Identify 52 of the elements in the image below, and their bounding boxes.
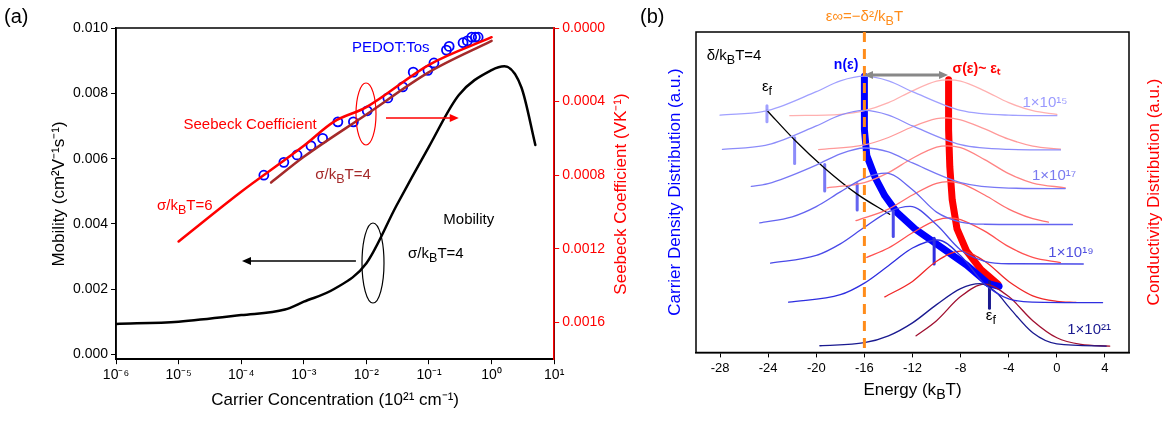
y-tick-label: 0.006 <box>72 149 109 166</box>
annotation: σ/k$_{B}$T=4 <box>408 243 464 265</box>
annotation: σ/k$_{B}$T=4 <box>315 164 371 186</box>
x-tick-label: 10⁻⁴ <box>227 366 255 383</box>
x-tick-label: -4 <box>1002 359 1015 375</box>
x-axis-title: Energy (k$_{B}$T) <box>863 379 962 403</box>
y2-tick-label: 0.0000 <box>562 18 606 35</box>
x-tick-label: 10⁻³ <box>291 366 317 383</box>
text: δ/k$_{B}$T=4 <box>706 46 762 68</box>
y2-tick-label: 0.0008 <box>562 166 606 183</box>
y-tick-label: 0.002 <box>72 280 109 297</box>
series-label: n(ε) <box>833 56 859 73</box>
x-tick-label: 10¹ <box>544 366 565 383</box>
y2-axis-title: Conductivity Distribution (a.u.) <box>1143 78 1163 306</box>
y2-tick-label: 0.0012 <box>562 239 606 256</box>
annotation: 1×10¹⁹ <box>1048 242 1094 259</box>
x-tick-label: -12 <box>903 359 922 375</box>
annotation: PEDOT:Tos <box>351 37 430 55</box>
x-tick-label: 10⁻⁶ <box>102 366 130 383</box>
y2-tick-label: 0.0004 <box>562 92 606 109</box>
y-axis-title: Mobility (cm²V⁻¹s⁻¹) <box>48 121 68 267</box>
x-tick-label: -16 <box>854 359 874 375</box>
x-tick-label: 10⁻⁵ <box>165 366 192 383</box>
x-tick-label: 4 <box>1101 359 1109 375</box>
annotation: 1×10¹⁷ <box>1031 165 1077 183</box>
annotation: 1×10¹⁵ <box>1022 92 1068 110</box>
y-axis-title: Carrier Density Distribution (a.u.) <box>664 68 684 316</box>
annotation: 1×10²¹ <box>1067 319 1112 337</box>
y-tick-label: 0.010 <box>72 18 109 35</box>
y-tick-label: 0.000 <box>72 345 109 362</box>
annotation: ε$_{f}$ <box>985 306 996 328</box>
x-tick-label: 10⁰ <box>481 366 502 383</box>
y-tick-label: 0.004 <box>72 214 109 231</box>
x-tick-label: 0 <box>1053 359 1061 375</box>
x-tick-label: -24 <box>758 359 778 375</box>
annotation: Mobility <box>443 209 495 227</box>
series-label: σ(ε)~ εₜ <box>952 59 1001 76</box>
annotation: ε$_{f}$ <box>761 77 773 99</box>
ref-line-label: ε∞=−δ²/k$_{B}$T <box>825 7 904 29</box>
x-tick-label: -20 <box>806 359 826 375</box>
x-tick-label: 10⁻² <box>353 366 380 383</box>
annotation: σ/k$_{B}$T=6 <box>157 195 213 217</box>
x-tick-label: -8 <box>954 359 967 375</box>
x-tick-label: -28 <box>710 359 730 375</box>
y-tick-label: 0.008 <box>72 84 109 101</box>
chart-title: (a) <box>4 5 29 27</box>
chart-title: (b) <box>640 5 665 27</box>
annotation: Seebeck Coefficient <box>183 114 317 132</box>
x-axis-title: Carrier Concentration (10²¹ cm⁻¹) <box>211 389 460 409</box>
y2-axis-title: Seebeck Coefficient (VK⁻¹) <box>610 92 630 295</box>
x-tick-label: 10⁻¹ <box>416 366 442 383</box>
y2-tick-label: 0.0016 <box>562 313 606 330</box>
